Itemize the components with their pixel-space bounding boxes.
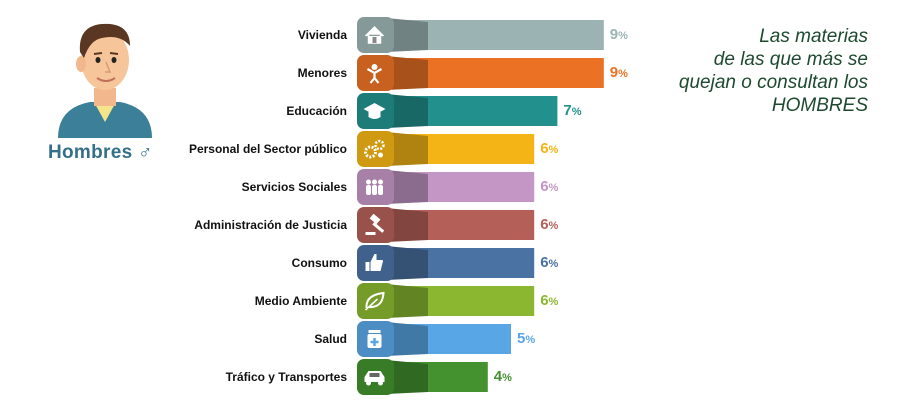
headline-line-2: de las que más se — [713, 49, 868, 70]
bar-fold-2 — [386, 94, 428, 128]
leaf-icon — [364, 291, 385, 311]
value-label-6: 6% — [540, 254, 558, 271]
bar-fold-7 — [386, 284, 428, 318]
category-label-9: Tráfico y Transportes — [225, 370, 347, 384]
child-icon — [366, 64, 383, 84]
headline-line-1: Las materias — [759, 26, 868, 47]
value-unit-4: % — [548, 182, 559, 194]
value-label-8: 5% — [517, 330, 535, 347]
man-avatar — [58, 23, 152, 138]
headline: Las materias de las que más se quejan o … — [628, 25, 868, 117]
value-number-5: 6 — [540, 216, 549, 233]
category-label-7: Medio Ambiente — [254, 294, 347, 308]
bar-fold-5 — [386, 208, 428, 242]
value-label-9: 4% — [494, 368, 512, 385]
headline-line-4: HOMBRES — [771, 95, 868, 116]
bar-fold-9 — [386, 360, 428, 394]
bar-fold-0 — [386, 18, 428, 52]
bar-fold-8 — [386, 322, 428, 356]
value-number-3: 6 — [540, 140, 549, 157]
category-label-5: Administración de Justicia — [194, 218, 347, 232]
category-label-1: Menores — [297, 66, 347, 80]
value-unit-7: % — [548, 296, 559, 308]
thumbs-up-icon — [365, 254, 383, 271]
value-number-0: 9 — [609, 26, 619, 43]
value-unit-6: % — [548, 258, 559, 270]
value-label-5: 6% — [540, 216, 558, 233]
value-label-0: 9% — [610, 26, 628, 43]
value-unit-5: % — [548, 220, 559, 232]
value-number-7: 6 — [540, 292, 549, 309]
value-unit-8: % — [525, 334, 536, 346]
value-label-7: 6% — [540, 292, 558, 309]
category-label-4: Servicios Sociales — [241, 180, 347, 194]
gender-label: Hombres ♂ — [48, 142, 153, 164]
medicine-icon — [367, 330, 382, 348]
category-label-0: Vivienda — [297, 28, 347, 42]
category-label-6: Consumo — [291, 256, 347, 270]
bar-fold-4 — [386, 170, 428, 204]
bar-1 — [394, 58, 604, 88]
value-label-2: 7% — [563, 102, 581, 119]
graduation-cap-icon — [363, 103, 386, 119]
value-label-1: 9% — [610, 64, 628, 81]
value-unit-0: % — [618, 30, 628, 42]
value-unit-9: % — [502, 372, 512, 384]
value-number-4: 6 — [540, 178, 549, 195]
gears-icon — [364, 139, 385, 159]
headline-line-3: quejan o consultan los — [678, 72, 868, 93]
value-number-8: 5 — [517, 330, 526, 347]
gavel-icon — [365, 213, 385, 235]
category-label-2: Educación — [286, 104, 347, 118]
value-unit-2: % — [571, 106, 582, 118]
bar-fold-1 — [386, 56, 428, 90]
category-label-3: Personal del Sector público — [188, 142, 347, 156]
car-icon — [364, 371, 385, 386]
bar-fold-6 — [386, 246, 428, 280]
people-icon — [366, 179, 383, 195]
value-unit-1: % — [618, 68, 628, 80]
value-label-3: 6% — [540, 140, 558, 157]
value-number-2: 7 — [563, 102, 572, 119]
male-symbol-icon: ♂ — [138, 142, 153, 163]
house-icon — [364, 25, 385, 44]
value-number-9: 4 — [493, 368, 503, 385]
gender-text: Hombres — [48, 142, 133, 163]
category-label-8: Salud — [314, 332, 347, 346]
icon-tab-3 — [357, 131, 394, 167]
bar-0 — [394, 20, 604, 50]
value-number-1: 9 — [609, 64, 619, 81]
value-label-4: 6% — [540, 178, 558, 195]
bar-fold-3 — [386, 132, 428, 166]
value-number-6: 6 — [540, 254, 549, 271]
icon-tab-0 — [357, 17, 394, 53]
value-unit-3: % — [548, 144, 559, 156]
